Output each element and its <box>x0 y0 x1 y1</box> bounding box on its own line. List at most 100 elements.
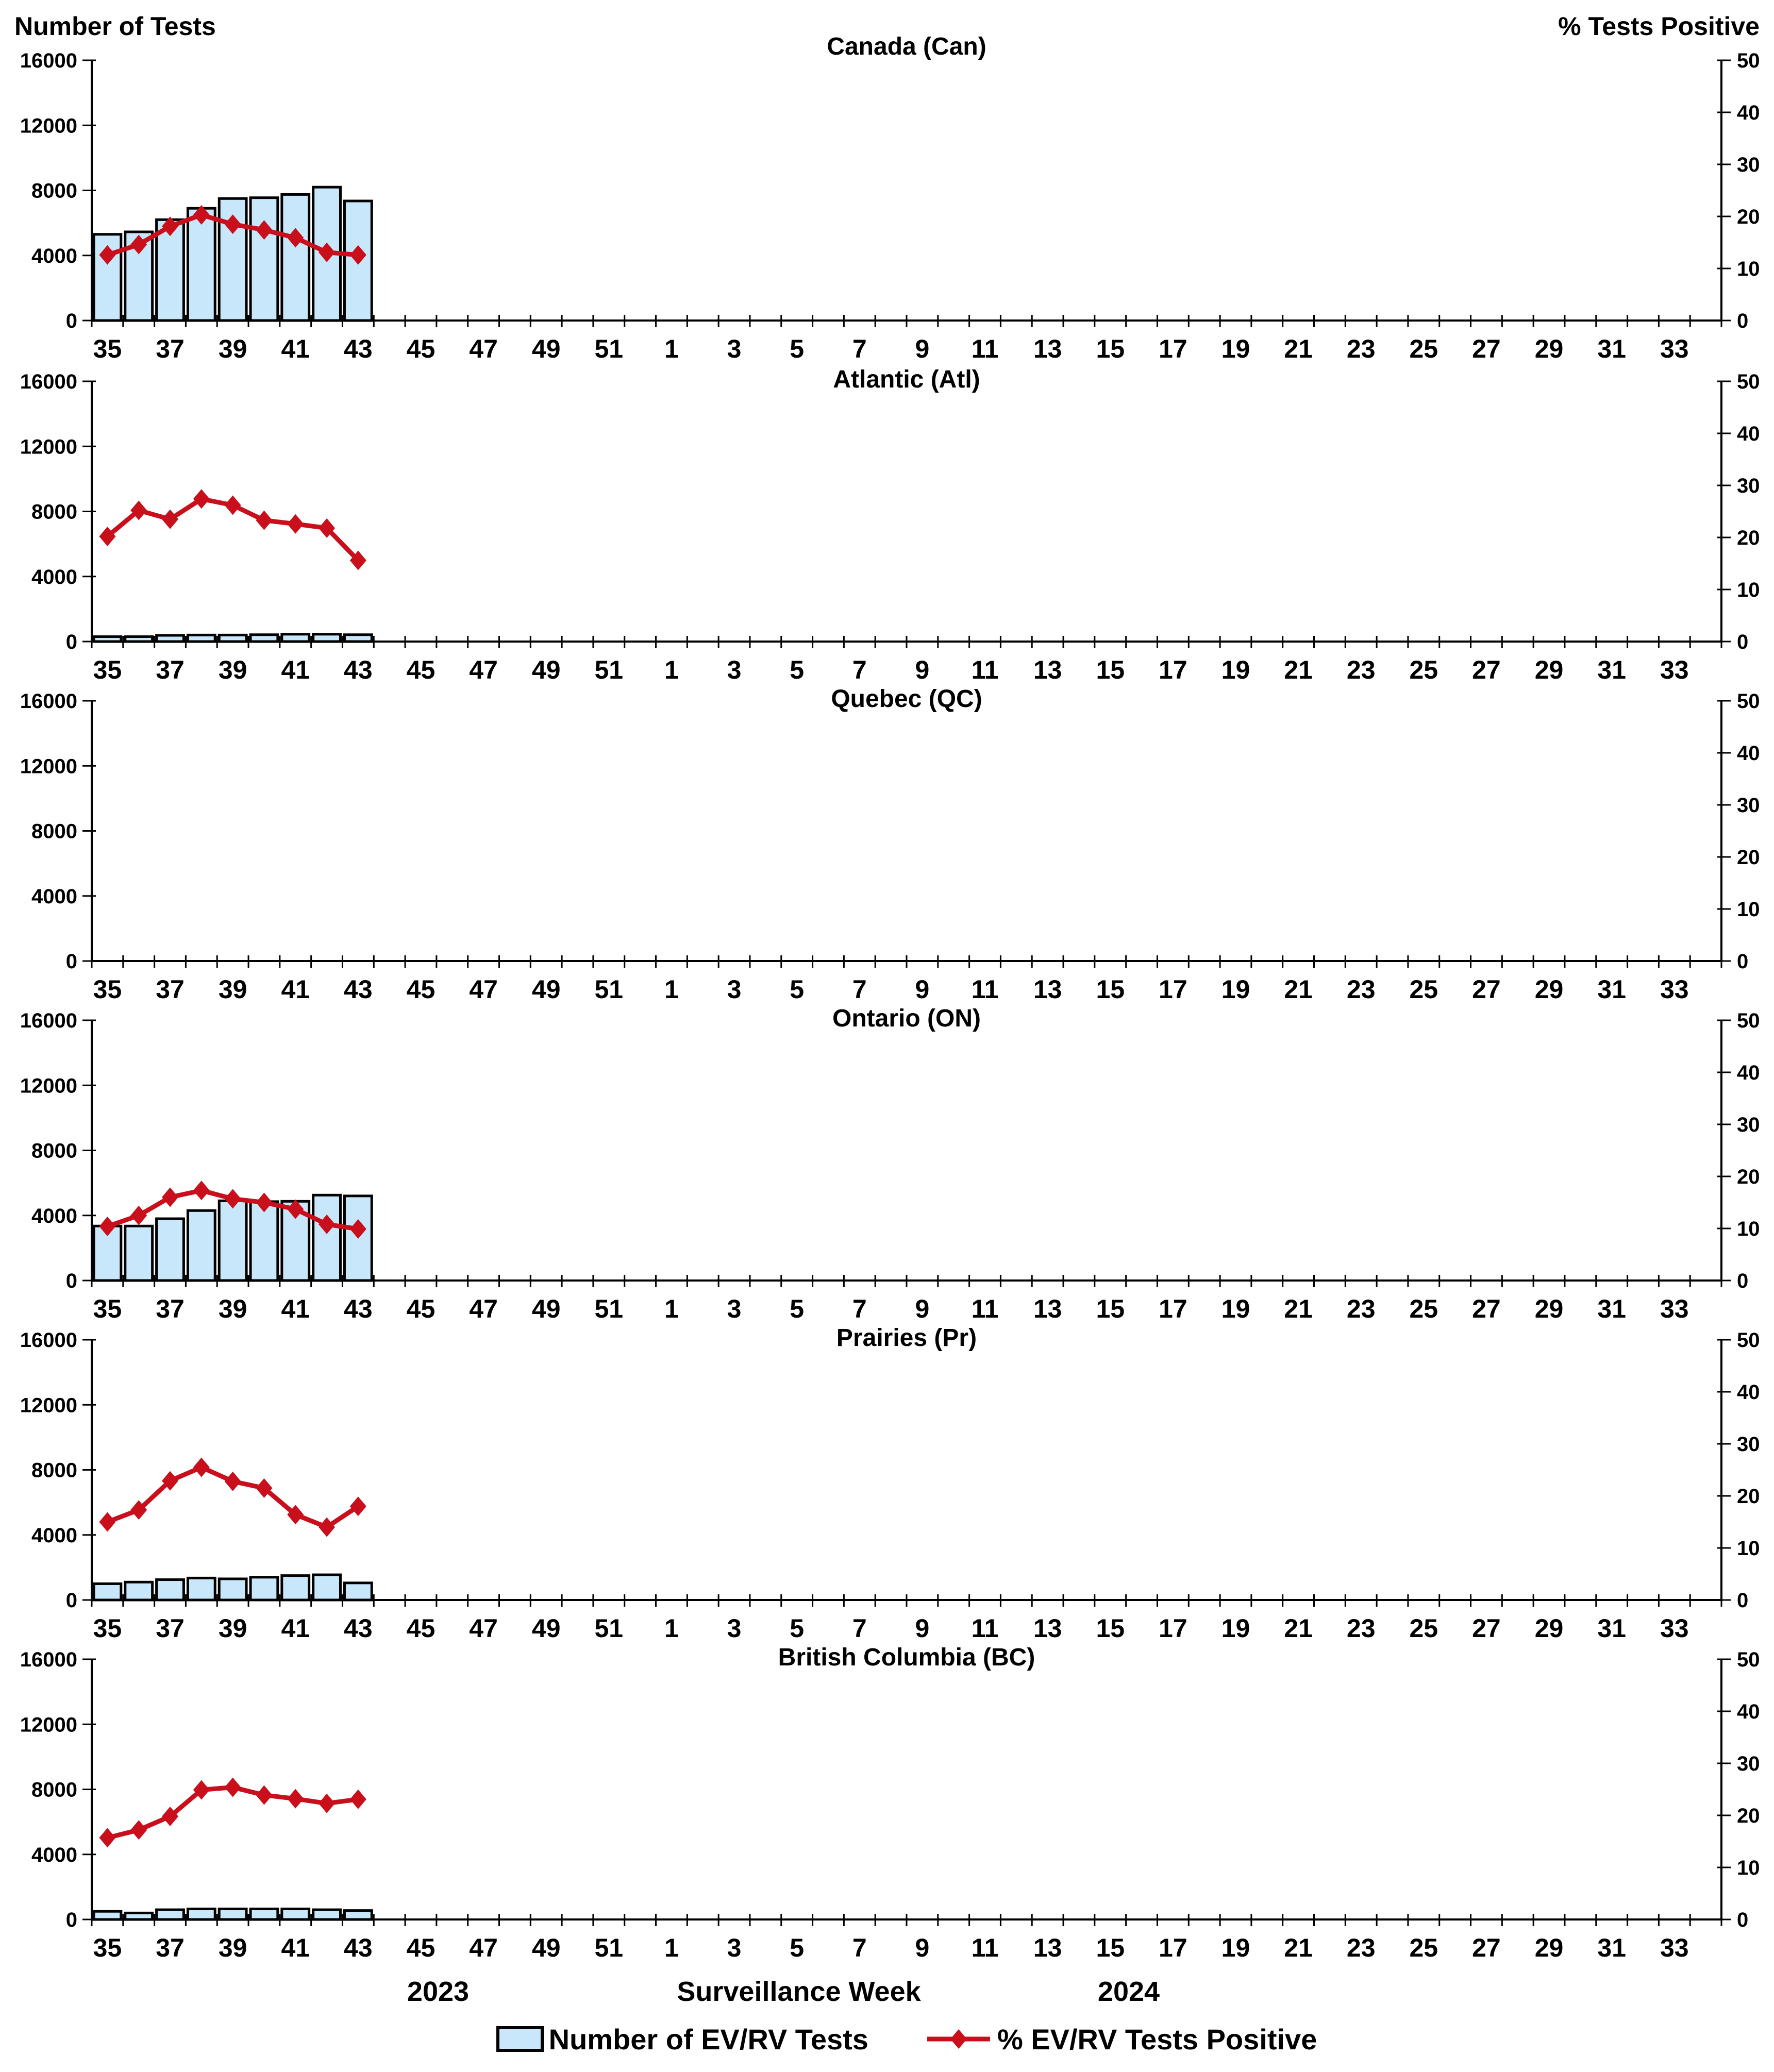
x-tick-label: 37 <box>156 1933 185 1958</box>
left-tick-label: 0 <box>66 1589 77 1612</box>
right-tick-label: 30 <box>1737 154 1760 176</box>
bar-week-37 <box>155 1908 185 1921</box>
x-tick-label: 5 <box>790 975 804 1000</box>
x-tick-label: 31 <box>1597 1614 1626 1639</box>
x-tick-label: 27 <box>1472 1933 1501 1958</box>
left-tick-label: 4000 <box>31 566 77 588</box>
x-tick-label: 33 <box>1660 1294 1689 1319</box>
right-tick-label: 40 <box>1737 1062 1760 1084</box>
marker-week-35 <box>99 526 116 546</box>
left-tick-label: 12000 <box>20 114 77 137</box>
x-tick-label: 11 <box>972 1614 999 1639</box>
x-tick-label: 3 <box>727 655 742 680</box>
x-tick-label: 31 <box>1597 1294 1626 1319</box>
x-tick-label: 5 <box>790 334 804 361</box>
x-tick-label: 7 <box>852 975 867 1000</box>
x-tick-label: 31 <box>1597 975 1626 1000</box>
x-tick-label: 11 <box>972 1933 999 1958</box>
right-tick-label: 0 <box>1737 950 1748 973</box>
x-tick-label: 27 <box>1472 1614 1501 1639</box>
x-tick-label: 47 <box>469 1933 498 1958</box>
x-tick-label: 37 <box>156 975 185 1000</box>
x-tick-label: 41 <box>281 1933 310 1958</box>
x-tick-label: 9 <box>915 1294 929 1319</box>
left-tick-label: 8000 <box>31 1140 77 1163</box>
panel-title: Quebec (QC) <box>831 685 982 713</box>
right-tick-label: 0 <box>1737 631 1748 653</box>
x-tick-label: 51 <box>595 1614 624 1639</box>
right-tick-label: 20 <box>1737 527 1760 549</box>
marker-week-40 <box>256 1785 273 1805</box>
left-tick-label: 0 <box>66 310 77 332</box>
legend-item-positive: % EV/RV Tests Positive <box>925 2023 1317 2056</box>
x-tick-label: 25 <box>1410 655 1438 680</box>
bar-week-40 <box>249 196 279 322</box>
x-tick-label: 41 <box>281 1294 310 1319</box>
right-tick-label: 30 <box>1737 794 1760 817</box>
x-tick-label: 19 <box>1221 1294 1250 1319</box>
x-tick-label: 9 <box>915 975 929 1000</box>
left-tick-label: 4000 <box>31 245 77 267</box>
x-tick-label: 3 <box>727 334 742 361</box>
marker-week-39 <box>224 214 241 234</box>
x-tick-label: 13 <box>1033 1614 1062 1639</box>
x-tick-label: 23 <box>1347 655 1376 680</box>
x-tick-label: 19 <box>1221 1614 1250 1639</box>
bar-week-36 <box>124 1580 154 1602</box>
left-tick-label: 12000 <box>20 1394 77 1417</box>
x-tick-label: 23 <box>1347 1614 1376 1639</box>
marker-week-37 <box>162 1807 179 1827</box>
bar-week-35 <box>92 1582 123 1602</box>
marker-week-41 <box>287 228 304 248</box>
bar-week-41 <box>280 633 311 643</box>
marker-week-36 <box>130 1205 147 1225</box>
left-tick-label: 8000 <box>31 501 77 524</box>
x-tick-label: 43 <box>344 655 373 680</box>
chart-panels: Number of Tests % Tests Positive Canada (C… <box>14 12 1760 1958</box>
x-tick-label: 13 <box>1033 655 1062 680</box>
bar-week-38 <box>186 1907 216 1921</box>
bar-week-37 <box>155 1217 185 1282</box>
x-tick-label: 31 <box>1597 655 1626 680</box>
left-tick-label: 8000 <box>31 1459 77 1482</box>
right-tick-label: 50 <box>1737 1329 1760 1352</box>
x-tick-label: 15 <box>1096 975 1125 1000</box>
marker-week-39 <box>224 1189 241 1209</box>
x-tick-label: 47 <box>469 975 498 1000</box>
x-tick-label: 41 <box>281 655 310 680</box>
x-tick-label: 51 <box>595 1933 624 1958</box>
x-tick-label: 23 <box>1347 334 1376 361</box>
x-tick-label: 35 <box>93 975 122 1000</box>
bar-week-39 <box>217 633 248 643</box>
marker-week-37 <box>162 1187 179 1207</box>
panel-title: Atlantic (Atl) <box>833 366 980 393</box>
x-tick-label: 51 <box>595 975 624 1000</box>
right-tick-label: 50 <box>1737 1009 1760 1032</box>
x-tick-label: 17 <box>1159 1614 1187 1639</box>
x-tick-label: 47 <box>469 1614 498 1639</box>
right-tick-label: 40 <box>1737 742 1760 765</box>
marker-week-39 <box>224 495 241 515</box>
right-tick-label: 20 <box>1737 846 1760 869</box>
x-tick-label: 39 <box>219 1294 247 1319</box>
left-tick-label: 4000 <box>31 1524 77 1547</box>
x-tick-label: 51 <box>595 334 624 361</box>
x-tick-label: 1 <box>664 1294 679 1319</box>
x-tick-label: 21 <box>1284 1614 1313 1639</box>
bar-week-43 <box>343 1581 373 1602</box>
x-tick-label: 23 <box>1347 975 1376 1000</box>
x-tick-label: 45 <box>407 655 436 680</box>
bar-week-36 <box>124 1911 154 1921</box>
right-tick-label: 20 <box>1737 1805 1760 1827</box>
right-tick-label: 50 <box>1737 370 1760 393</box>
x-tick-label: 33 <box>1660 655 1689 680</box>
bar-week-43 <box>343 633 373 643</box>
x-tick-label: 15 <box>1096 1933 1125 1958</box>
marker-week-43 <box>349 1496 366 1517</box>
bar-week-36 <box>124 635 154 643</box>
x-tick-label: 29 <box>1535 655 1564 680</box>
left-tick-label: 12000 <box>20 435 77 458</box>
right-axis-title: % Tests Positive <box>1558 12 1760 41</box>
x-tick-label: 33 <box>1660 975 1689 1000</box>
left-tick-label: 16000 <box>20 1009 77 1032</box>
